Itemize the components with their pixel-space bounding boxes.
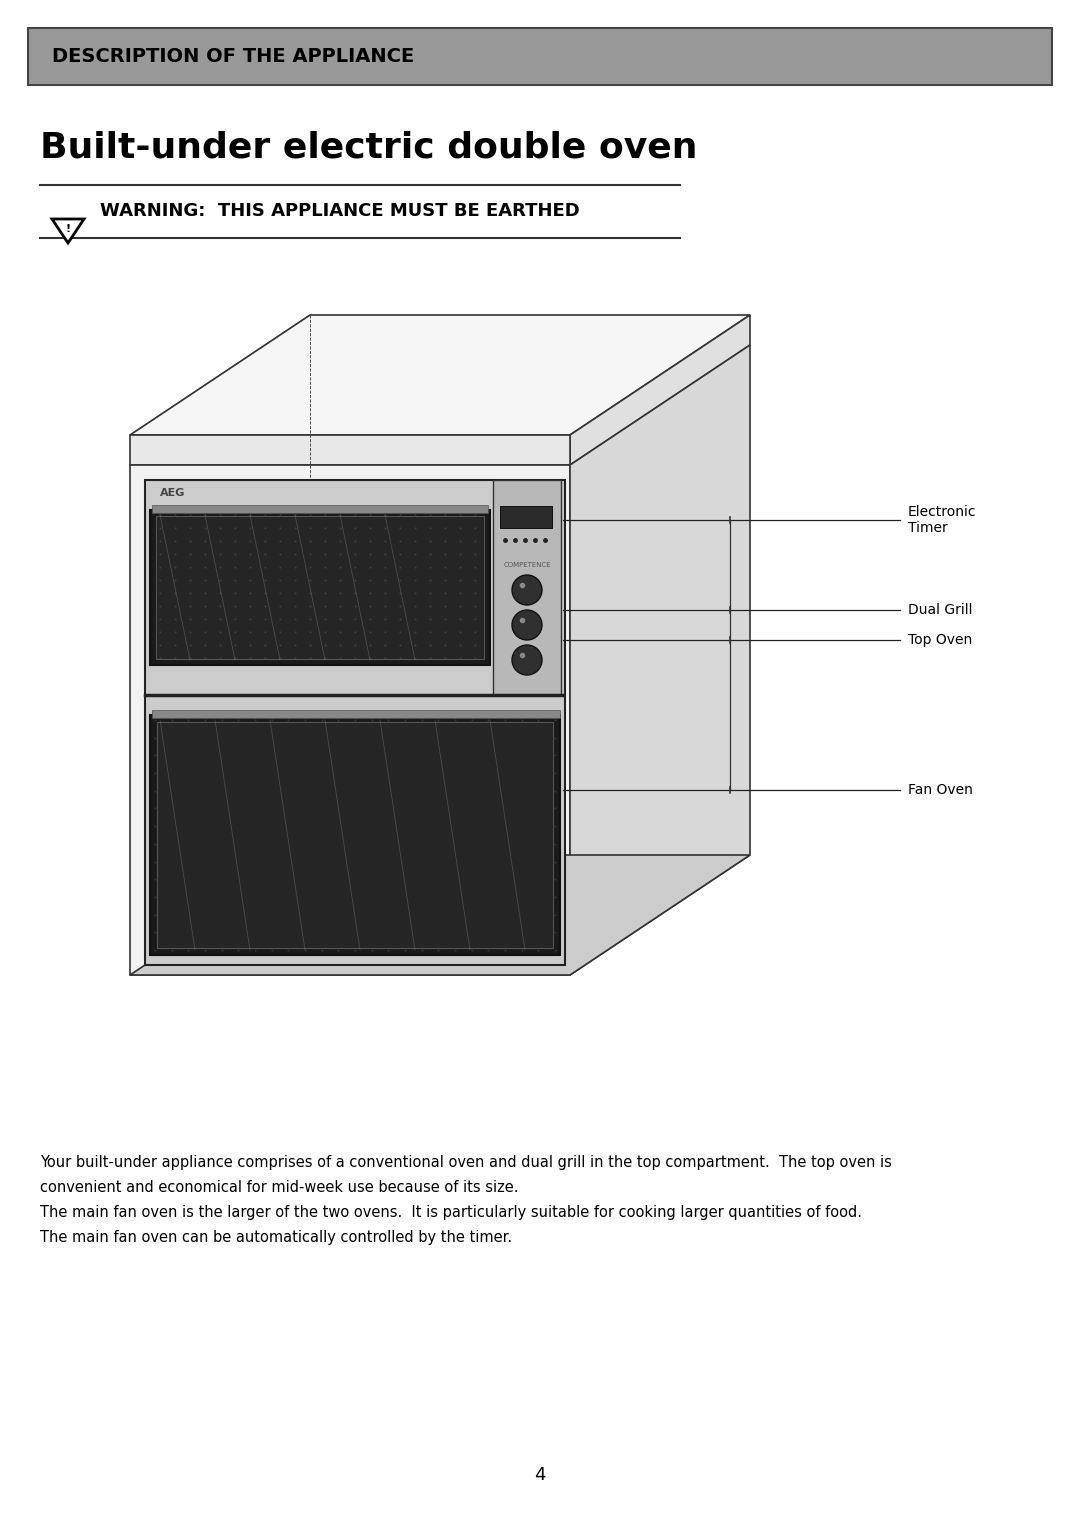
Circle shape <box>512 575 542 605</box>
Text: Electronic
Timer: Electronic Timer <box>908 504 976 535</box>
Text: convenient and economical for mid-week use because of its size.: convenient and economical for mid-week u… <box>40 1180 518 1195</box>
FancyBboxPatch shape <box>150 715 561 955</box>
Polygon shape <box>570 315 750 465</box>
Polygon shape <box>52 219 84 243</box>
Circle shape <box>512 610 542 640</box>
FancyBboxPatch shape <box>500 506 552 529</box>
Text: 4: 4 <box>535 1465 545 1484</box>
Text: The main fan oven can be automatically controlled by the timer.: The main fan oven can be automatically c… <box>40 1230 512 1245</box>
FancyBboxPatch shape <box>150 510 490 665</box>
FancyBboxPatch shape <box>157 723 553 947</box>
Polygon shape <box>130 315 750 435</box>
Text: Fan Oven: Fan Oven <box>908 782 973 798</box>
Text: The main fan oven is the larger of the two ovens.  It is particularly suitable f: The main fan oven is the larger of the t… <box>40 1206 862 1219</box>
FancyBboxPatch shape <box>152 711 561 718</box>
FancyBboxPatch shape <box>156 516 484 659</box>
Text: COMPETENCE: COMPETENCE <box>503 562 551 568</box>
Text: Top Oven: Top Oven <box>908 633 972 646</box>
FancyBboxPatch shape <box>152 504 488 513</box>
Polygon shape <box>130 465 570 975</box>
Text: AEG: AEG <box>160 487 186 498</box>
FancyBboxPatch shape <box>492 480 561 695</box>
FancyBboxPatch shape <box>145 480 565 966</box>
Text: Dual Grill: Dual Grill <box>908 604 972 617</box>
Text: DESCRIPTION OF THE APPLIANCE: DESCRIPTION OF THE APPLIANCE <box>52 46 415 66</box>
Text: WARNING:  THIS APPLIANCE MUST BE EARTHED: WARNING: THIS APPLIANCE MUST BE EARTHED <box>100 202 580 220</box>
Text: !: ! <box>66 225 70 234</box>
Text: Your built-under appliance comprises of a conventional oven and dual grill in th: Your built-under appliance comprises of … <box>40 1155 892 1170</box>
Polygon shape <box>130 856 750 975</box>
FancyBboxPatch shape <box>28 28 1052 86</box>
Polygon shape <box>570 345 750 975</box>
Polygon shape <box>130 435 570 465</box>
Text: Built-under electric double oven: Built-under electric double oven <box>40 130 698 163</box>
Circle shape <box>512 645 542 675</box>
